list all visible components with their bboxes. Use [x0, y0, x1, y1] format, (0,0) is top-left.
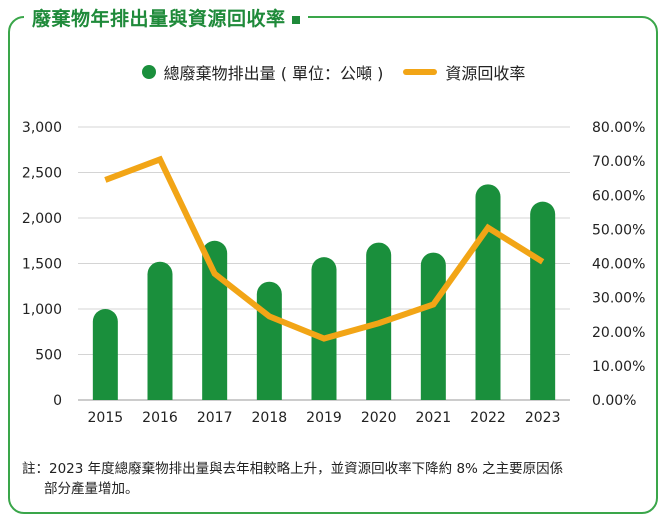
- chart-title: 廢棄物年排出量與資源回收率: [32, 7, 286, 30]
- bar: [202, 240, 228, 400]
- legend-label-recycle: 資源回收率: [445, 64, 526, 83]
- bar: [475, 184, 501, 400]
- x-tick-label: 2017: [197, 410, 233, 426]
- right-tick-label: 80.00%: [592, 120, 645, 136]
- right-tick-label: 50.00%: [592, 222, 645, 238]
- bar: [147, 261, 173, 400]
- bar: [530, 201, 556, 400]
- right-tick-label: 10.00%: [592, 359, 645, 375]
- x-tick-label: 2022: [470, 410, 506, 426]
- x-tick-label: 2023: [525, 410, 561, 426]
- bar: [311, 257, 337, 400]
- bar: [420, 252, 446, 400]
- right-tick-label: 20.00%: [592, 325, 645, 341]
- x-tick-label: 2019: [306, 410, 342, 426]
- chart-frame: [8, 16, 658, 514]
- left-tick-label: 0: [53, 393, 62, 409]
- left-tick-label: 2,000: [22, 211, 62, 227]
- right-tick-label: 60.00%: [592, 188, 645, 204]
- footnote: 註：2023 年度總廢棄物排出量與去年相較略上升，並資源回收率下降約 8% 之主…: [22, 459, 652, 499]
- left-tick-label: 1,500: [22, 257, 62, 273]
- bar: [256, 281, 282, 400]
- footnote-line-1: 註：2023 年度總廢棄物排出量與去年相較略上升，並資源回收率下降約 8% 之主…: [22, 461, 564, 477]
- legend: 總廢棄物排出量 ( 單位：公噸 ) 資源回收率: [0, 60, 667, 84]
- bar: [92, 309, 118, 400]
- left-tick-label: 3,000: [22, 120, 62, 136]
- x-tick-label: 2016: [142, 410, 178, 426]
- footnote-line-2: 部分產量增加。: [44, 481, 139, 497]
- x-tick-label: 2020: [361, 410, 397, 426]
- x-tick-label: 2021: [416, 410, 452, 426]
- title-block: 廢棄物年排出量與資源回收率: [24, 4, 308, 30]
- right-tick-label: 70.00%: [592, 154, 645, 170]
- title-square-icon: [291, 16, 300, 24]
- right-tick-label: 40.00%: [592, 257, 645, 273]
- x-tick-label: 2018: [252, 410, 288, 426]
- left-tick-label: 500: [35, 348, 62, 364]
- legend-label-waste: 總廢棄物排出量 ( 單位：公噸 ): [163, 64, 384, 83]
- legend-item-recycle: 資源回收率: [403, 60, 525, 84]
- x-tick-label: 2015: [88, 410, 124, 426]
- left-tick-label: 2,500: [22, 166, 62, 182]
- right-tick-label: 30.00%: [592, 291, 645, 307]
- legend-item-waste: 總廢棄物排出量 ( 單位：公噸 ): [141, 60, 384, 84]
- legend-line-icon: [403, 69, 438, 75]
- legend-dot-icon: [141, 65, 156, 79]
- left-tick-label: 1,000: [22, 302, 62, 318]
- right-tick-label: 0.00%: [592, 393, 636, 409]
